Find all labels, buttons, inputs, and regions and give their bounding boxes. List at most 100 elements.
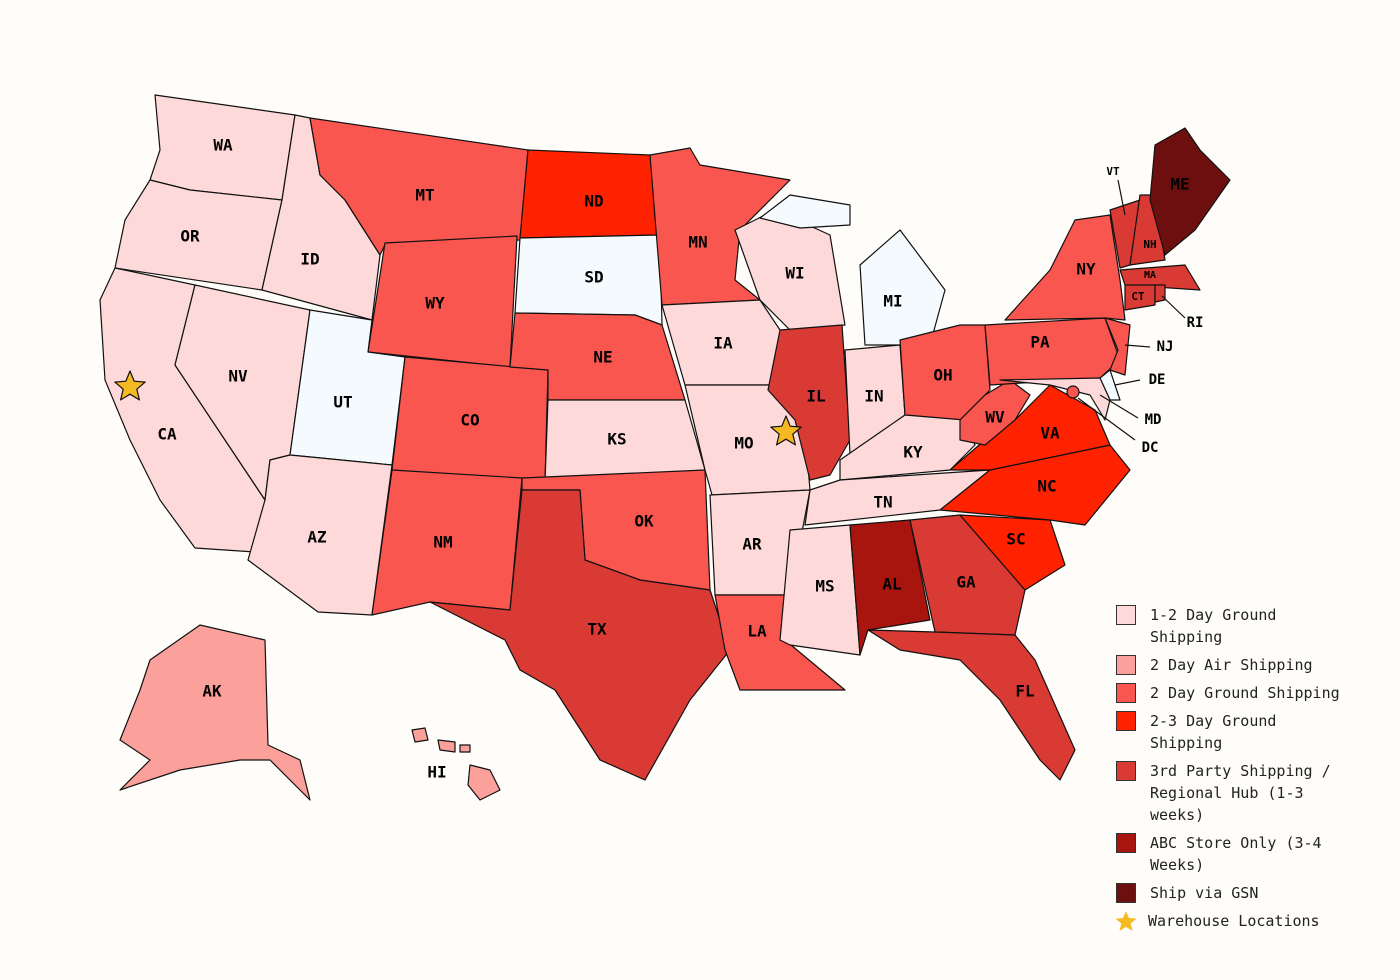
state-label: OH (933, 366, 952, 385)
state-label: NE (593, 348, 612, 367)
state-label: VA (1040, 424, 1060, 443)
state: ND (519, 149, 661, 239)
state-shape (779, 524, 861, 656)
state-label: ID (300, 250, 319, 269)
state-label: MA (1144, 270, 1156, 281)
state-label: TN (873, 493, 892, 512)
state: AL (849, 519, 931, 656)
state: DE (1099, 369, 1165, 401)
state: DC (1066, 385, 1158, 456)
legend-item: 1-2 Day Ground Shipping (1112, 604, 1372, 648)
state-label: CA (157, 425, 177, 444)
state-label: CT (1131, 290, 1145, 303)
state: MA (1119, 264, 1201, 291)
state: MT (309, 117, 529, 256)
legend-star (1115, 911, 1137, 931)
legend-star-shape (1115, 911, 1137, 931)
state: CO (391, 356, 549, 483)
legend-label: 2 Day Ground Shipping (1150, 684, 1340, 702)
state: MS (779, 524, 861, 656)
state: AR (709, 489, 811, 596)
state-label: NC (1037, 477, 1056, 496)
state: IA (661, 299, 791, 386)
leader-line (1114, 379, 1141, 386)
state-label: MN (688, 233, 707, 252)
state-label: MD (1145, 412, 1162, 428)
legend-item: Warehouse Locations (1112, 910, 1372, 932)
state: WV (959, 379, 1031, 446)
state: WA (149, 94, 296, 201)
state: RI (1154, 284, 1204, 331)
state-label: MS (815, 577, 834, 596)
legend-swatch (1116, 711, 1136, 731)
state-shape (909, 514, 1026, 636)
state-label: WA (213, 136, 233, 155)
state-label: KS (607, 430, 626, 449)
legend-label: 3rd Party Shipping / Regional Hub (1-3 w… (1150, 762, 1331, 824)
legend-item: Ship via GSN (1112, 882, 1372, 904)
legend-label: 1-2 Day Ground Shipping (1150, 606, 1277, 646)
state-label: UT (333, 393, 352, 412)
state-label: ME (1170, 175, 1189, 194)
legend-swatch (1116, 683, 1136, 703)
state: KS (544, 399, 706, 483)
legend-swatch (1116, 883, 1136, 903)
state-shape (459, 744, 471, 753)
state: AK (119, 624, 311, 801)
state-shape (959, 379, 1031, 446)
state-shape (437, 739, 456, 753)
state-shape (1104, 317, 1131, 376)
state-label: LA (747, 622, 767, 641)
state-shape (859, 229, 946, 346)
state-label: NH (1143, 238, 1156, 251)
state-shape (767, 324, 851, 481)
legend-swatch (1116, 761, 1136, 781)
warehouse-star (114, 370, 146, 401)
state-shape (959, 514, 1066, 591)
state: WY (367, 235, 518, 368)
state: SD (514, 234, 663, 326)
state-label: RI (1187, 315, 1204, 331)
warehouse-star (770, 415, 802, 446)
state: PA (984, 317, 1121, 386)
state-shape (984, 317, 1121, 386)
state-label: WI (785, 264, 804, 283)
leader-line (1077, 397, 1136, 441)
leader-line (1117, 179, 1126, 216)
state-label: OR (180, 227, 200, 246)
leader-line (1099, 394, 1139, 419)
legend-swatch (1116, 655, 1136, 675)
state-label: TX (587, 620, 607, 639)
state-label: PA (1030, 333, 1050, 352)
leader-line (1161, 295, 1186, 319)
state-shape (429, 489, 731, 781)
state-shape (1124, 284, 1156, 311)
legend-swatch (1116, 833, 1136, 853)
state-label: AR (742, 535, 762, 554)
state: MD (999, 377, 1162, 428)
state-label: CO (460, 411, 479, 430)
state: IL (767, 324, 851, 481)
state-shape (759, 194, 851, 229)
state-label: NJ (1157, 339, 1174, 355)
state-label: IL (806, 387, 825, 406)
state: ME (1149, 127, 1231, 256)
state-label: AZ (307, 528, 327, 547)
state: MI (759, 194, 946, 346)
state-label: AL (882, 575, 901, 594)
state-label: FL (1015, 682, 1034, 701)
state-label: NY (1076, 260, 1096, 279)
state-label: HI (427, 763, 446, 782)
legend-item: 2-3 Day Ground Shipping (1112, 710, 1372, 754)
state: WI (734, 209, 846, 331)
state-label: AK (202, 682, 222, 701)
legend-item: ABC Store Only (3-4 Weeks) (1112, 832, 1372, 876)
state-label: VT (1106, 165, 1120, 178)
state-label: MT (415, 186, 434, 205)
legend: 1-2 Day Ground Shipping 2 Day Air Shippin… (1112, 604, 1372, 938)
state: GA (909, 514, 1026, 636)
state-label: ND (584, 192, 603, 211)
state-shape (849, 519, 931, 656)
